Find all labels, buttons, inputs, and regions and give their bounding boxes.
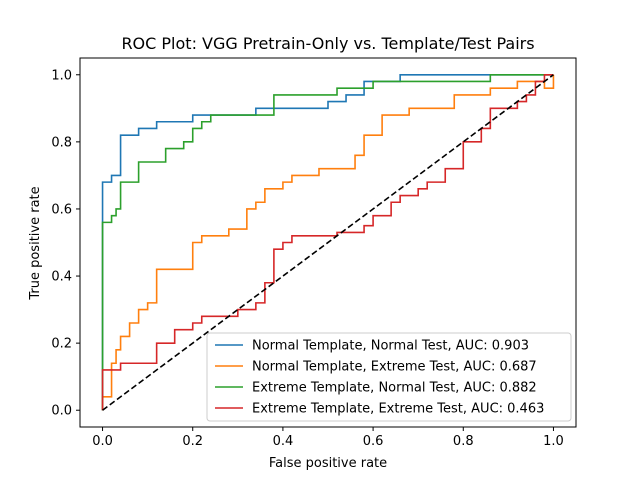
x-axis-title: False positive rate — [269, 456, 387, 471]
y-tick-label: 0.0 — [51, 404, 72, 419]
roc-series-line-1 — [101, 73, 554, 411]
chart-title: ROC Plot: VGG Pretrain-Only vs. Template… — [121, 34, 534, 53]
y-tick-label: 0.6 — [51, 202, 72, 217]
y-tick-label: 0.2 — [51, 337, 72, 352]
legend: Normal Template, Normal Test, AUC: 0.903… — [206, 332, 572, 422]
chance-diagonal-line — [102, 74, 554, 411]
x-tick-label: 0.4 — [273, 434, 294, 449]
legend-label-3: Extreme Template, Normal Test, AUC: 0.88… — [252, 381, 537, 396]
ticks-layer: 0.0 0.2 0.4 0.6 0.8 1.0 0.0 0.2 0.4 0.6 0.8 1.0 — [51, 68, 563, 449]
x-tick-label: 0.0 — [92, 434, 113, 449]
series-layer — [101, 73, 555, 411]
roc-series-line-2 — [101, 74, 555, 411]
x-tick-label: 1.0 — [543, 434, 564, 449]
legend-box — [206, 332, 572, 422]
y-axis-title: True positive rate — [28, 186, 43, 300]
x-tick-label: 0.2 — [182, 434, 203, 449]
y-tick-label: 0.4 — [51, 270, 72, 285]
x-tick-label: 0.6 — [363, 434, 384, 449]
y-tick-label: 0.8 — [51, 135, 72, 150]
y-tick-label: 1.0 — [51, 68, 72, 83]
legend-label-2: Normal Template, Extreme Test, AUC: 0.68… — [252, 360, 537, 375]
x-tick-label: 0.8 — [453, 434, 474, 449]
legend-label-4: Extreme Template, Extreme Test, AUC: 0.4… — [252, 402, 544, 417]
legend-label-1: Normal Template, Normal Test, AUC: 0.903 — [252, 339, 529, 354]
roc-series-line-4 — [101, 73, 554, 411]
plot-frame — [79, 57, 577, 428]
roc-series-line-3 — [101, 73, 554, 411]
